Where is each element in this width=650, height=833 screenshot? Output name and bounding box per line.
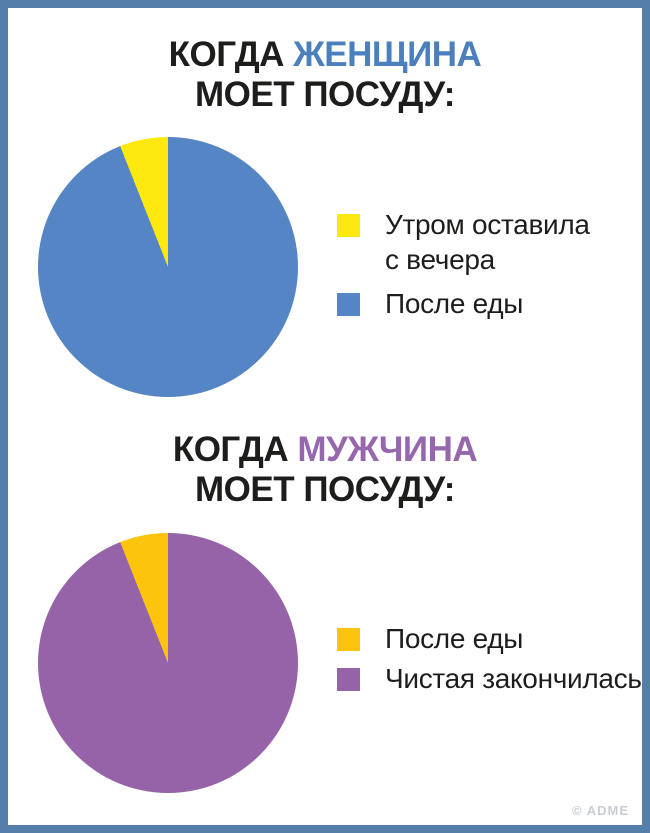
legend-label-line: После еды: [385, 623, 524, 654]
legend-label: Чистая закончилась: [385, 661, 642, 696]
legend-swatch-purple: [337, 668, 360, 691]
legend-label: После еды: [385, 286, 523, 321]
legend-label: Утром оставила с вечера: [385, 207, 590, 277]
legend-label: После еды: [385, 621, 523, 656]
legend-item-clean-ran-out: Чистая закончилась: [337, 661, 642, 696]
legend-label-line: После еды: [385, 288, 524, 319]
chart-title-women-line2: МОЕТ ПОСУДУ:: [195, 75, 455, 114]
title-prefix: КОГДА: [172, 430, 298, 469]
legend-swatch-gold: [337, 628, 360, 651]
chart-title-men: КОГДА МУЖЧИНА МОЕТ ПОСУДУ:: [8, 430, 642, 510]
legend-label-line: Чистая закончилась: [385, 663, 642, 694]
legend-item-after-meal-men: После еды: [337, 621, 642, 656]
adme-watermark: © ADME: [572, 803, 629, 818]
legend-swatch-yellow: [337, 214, 360, 237]
chart-title-women-line1: КОГДА ЖЕНЩИНА: [8, 35, 642, 75]
title-prefix: КОГДА: [168, 35, 294, 74]
legend-women: Утром оставила с вечера После еды: [337, 207, 590, 321]
title-highlight-man: МУЖЧИНА: [297, 430, 478, 469]
pie-chart-women: [38, 137, 298, 397]
legend-item-after-meal-women: После еды: [337, 286, 590, 321]
legend-label-line: Утром оставила: [385, 209, 590, 240]
chart-title-men-line1: КОГДА МУЖЧИНА: [8, 430, 642, 470]
legend-item-left-from-evening: Утром оставила с вечера: [337, 207, 590, 277]
title-highlight-woman: ЖЕНЩИНА: [293, 35, 482, 74]
legend-label-line: с вечера: [385, 244, 495, 275]
chart-title-men-line2: МОЕТ ПОСУДУ:: [195, 470, 455, 509]
pie-chart-men: [38, 533, 298, 793]
legend-swatch-blue: [337, 293, 360, 316]
legend-men: После еды Чистая закончилась: [337, 621, 642, 696]
chart-title-women: КОГДА ЖЕНЩИНА МОЕТ ПОСУДУ:: [8, 35, 642, 115]
